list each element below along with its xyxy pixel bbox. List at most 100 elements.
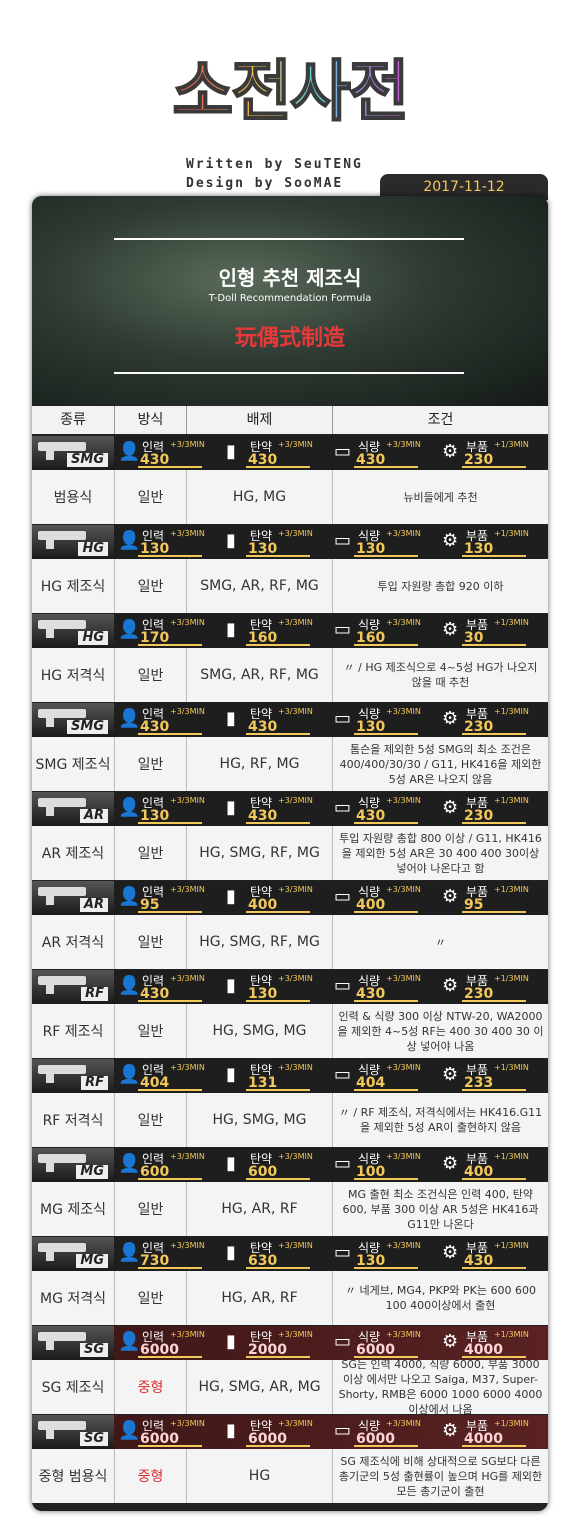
resource-value: 230: [464, 719, 494, 735]
resource-strip: AR 👤 인력 +3/3MIN 95 ▮ 탄약 +3/3MIN 400 ▭ 식량 +3/3MIN 400…: [32, 881, 548, 915]
recipe-method: 일반: [114, 1004, 186, 1058]
resource-value: 600: [140, 1164, 170, 1180]
resource-rate: +3/3MIN: [278, 707, 313, 716]
manpower-icon: 👤: [118, 441, 141, 462]
resource-ration: ▭ 식량 +3/3MIN 404: [330, 1059, 438, 1093]
ammo-icon: ▮: [226, 1153, 236, 1174]
resource-value: 4000: [464, 1342, 503, 1358]
resource-value: 6000: [356, 1342, 395, 1358]
resource-manpower: 👤 인력 +3/3MIN 6000: [114, 1326, 222, 1360]
recipe-condition: 톰슨을 제외한 5성 SMG의 최소 조건은 400/400/30/30 / G…: [332, 737, 548, 791]
gun-type-icon: MG: [32, 1237, 114, 1271]
resource-parts: ⚙ 부품 +1/3MIN 430: [438, 1237, 546, 1271]
manpower-icon: 👤: [118, 1242, 141, 1263]
ration-icon: ▭: [334, 1153, 352, 1174]
recipe-condition: 〃: [332, 915, 548, 969]
resource-rate: +3/3MIN: [278, 974, 313, 983]
manpower-icon: 👤: [118, 975, 141, 996]
resource-manpower: 👤 인력 +3/3MIN 600: [114, 1148, 222, 1182]
manpower-icon: 👤: [118, 886, 141, 907]
resource-value: 430: [248, 452, 278, 468]
recipe-row: MG 👤 인력 +3/3MIN 600 ▮ 탄약 +3/3MIN 600 ▭ 식량 +3/3MIN 10…: [32, 1148, 548, 1237]
recipe-exclude: HG: [186, 1449, 332, 1503]
resource-label: 탄약: [250, 618, 273, 632]
recipe-exclude: HG, MG: [186, 470, 332, 524]
resource-rate: +3/3MIN: [170, 1241, 205, 1250]
header-condition: 조건: [332, 406, 548, 434]
recipe-name: HG 저격식: [40, 668, 106, 684]
resource-value: 130: [464, 541, 494, 557]
resource-manpower: 👤 인력 +3/3MIN 430: [114, 703, 222, 737]
resource-rate: +3/3MIN: [386, 529, 421, 538]
recipe-exclude: HG, SMG, RF, MG: [186, 915, 332, 969]
gun-type-icon: MG: [32, 1148, 114, 1182]
resource-ammo: ▮ 탄약 +3/3MIN 130: [222, 970, 330, 1004]
resource-ration: ▭ 식량 +3/3MIN 430: [330, 436, 438, 470]
manpower-icon: 👤: [118, 530, 141, 551]
recipe-name: MG 저격식: [39, 1291, 107, 1307]
gun-type-tag: HG: [78, 542, 108, 556]
resource-rate: +1/3MIN: [494, 618, 529, 627]
resource-value: 160: [356, 630, 386, 646]
resource-parts: ⚙ 부품 +1/3MIN 230: [438, 436, 546, 470]
resource-rate: +3/3MIN: [278, 1152, 313, 1161]
resource-rate: +3/3MIN: [386, 618, 421, 627]
resource-value: 400: [248, 897, 278, 913]
resource-rate: +3/3MIN: [170, 1330, 205, 1339]
gun-type-icon: RF: [32, 970, 114, 1004]
banner-divider: [114, 238, 464, 240]
banner-title: 인형 추천 제조식: [218, 266, 362, 290]
recipe-info: RF 저격식 일반 HG, SMG, MG 〃 / RF 제조식, 저격식에서는 HK…: [32, 1093, 548, 1147]
resource-strip: SG 👤 인력 +3/3MIN 6000 ▮ 탄약 +3/3MIN 2000 ▭ 식량 +3/3MIN…: [32, 1326, 548, 1360]
resource-value: 6000: [140, 1342, 179, 1358]
resource-ration: ▭ 식량 +3/3MIN 400: [330, 881, 438, 915]
recipe-name: AR 저격식: [41, 935, 105, 951]
resource-value: 430: [356, 808, 386, 824]
recipe-info: RF 제조식 일반 HG, SMG, MG 인력 & 식량 300 이상 NTW-20…: [32, 1004, 548, 1058]
resource-rate: +3/3MIN: [278, 440, 313, 449]
resource-ration: ▭ 식량 +3/3MIN 160: [330, 614, 438, 648]
resource-value: 130: [356, 719, 386, 735]
resource-value: 130: [248, 541, 278, 557]
resource-label: 부품: [466, 885, 489, 899]
resource-label: 식량: [358, 885, 381, 899]
resource-label: 인력: [142, 885, 165, 899]
resource-ammo: ▮ 탄약 +3/3MIN 430: [222, 436, 330, 470]
recipe-method: 일반: [114, 737, 186, 791]
resource-ration: ▭ 식량 +3/3MIN 130: [330, 525, 438, 559]
gun-type-icon: HG: [32, 614, 114, 648]
recipe-row: AR 👤 인력 +3/3MIN 95 ▮ 탄약 +3/3MIN 400 ▭ 식량 +3/3MIN 400…: [32, 881, 548, 970]
resource-value: 430: [140, 452, 170, 468]
ration-icon: ▭: [334, 708, 352, 729]
date-badge: 2017-11-12: [380, 174, 548, 200]
ration-icon: ▭: [334, 441, 352, 462]
parts-icon: ⚙: [442, 975, 459, 996]
ration-icon: ▭: [334, 530, 352, 551]
resource-ration: ▭ 식량 +3/3MIN 130: [330, 703, 438, 737]
resource-manpower: 👤 인력 +3/3MIN 6000: [114, 1415, 222, 1449]
recipe-method: 일반: [114, 826, 186, 880]
resource-value: 230: [464, 808, 494, 824]
resource-parts: ⚙ 부품 +1/3MIN 30: [438, 614, 546, 648]
gun-type-icon: AR: [32, 792, 114, 826]
recipe-condition: 뉴비들에게 추천: [332, 470, 548, 524]
recipe-info: AR 저격식 일반 HG, SMG, RF, MG 〃: [32, 915, 548, 969]
recipe-condition: 투입 자원량 총합 920 이하: [332, 559, 548, 613]
resource-rate: +3/3MIN: [386, 707, 421, 716]
resource-rate: +3/3MIN: [386, 1241, 421, 1250]
resource-parts: ⚙ 부품 +1/3MIN 95: [438, 881, 546, 915]
manpower-icon: 👤: [118, 1153, 141, 1174]
recipe-row: SMG 👤 인력 +3/3MIN 430 ▮ 탄약 +3/3MIN 430 ▭ 식량 +3/3MIN 1…: [32, 703, 548, 792]
manpower-icon: 👤: [118, 797, 141, 818]
resource-label: 식량: [358, 707, 381, 721]
resource-value: 4000: [464, 1431, 503, 1447]
resource-rate: +3/3MIN: [278, 885, 313, 894]
resource-label: 부품: [466, 974, 489, 988]
resource-rate: +1/3MIN: [494, 1241, 529, 1250]
recipe-name: AR 제조식: [41, 846, 105, 862]
resource-ammo: ▮ 탄약 +3/3MIN 400: [222, 881, 330, 915]
resource-label: 탄약: [250, 1063, 273, 1077]
resource-strip: RF 👤 인력 +3/3MIN 430 ▮ 탄약 +3/3MIN 130 ▭ 식량 +3/3MIN 43…: [32, 970, 548, 1004]
resource-value: 430: [464, 1253, 494, 1269]
resource-label: 식량: [358, 1152, 381, 1166]
